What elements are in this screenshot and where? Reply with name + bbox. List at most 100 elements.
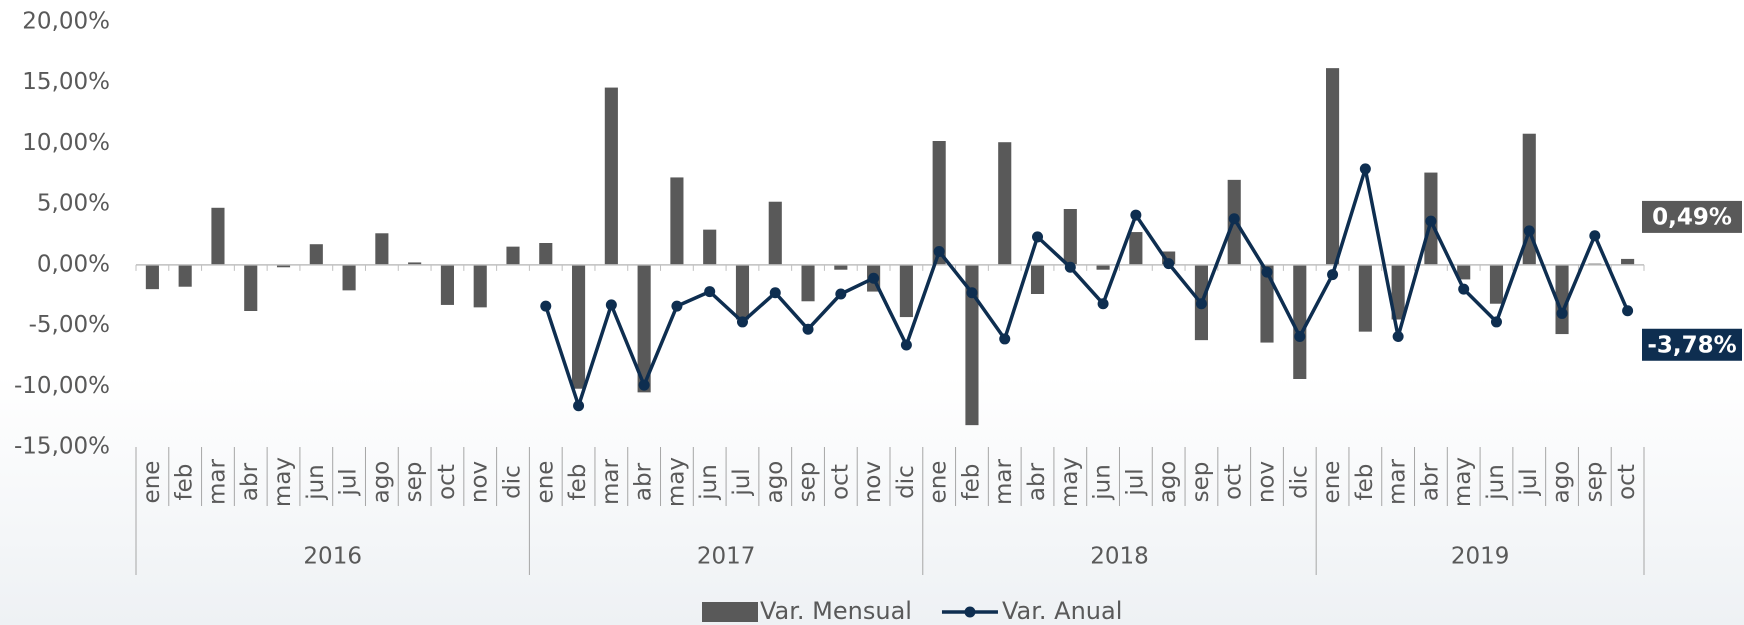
bar (604, 87, 618, 265)
line-point (638, 379, 650, 391)
x-tick-label: feb (958, 464, 984, 501)
x-tick-label: ago (1155, 461, 1181, 504)
x-tick-label: feb (172, 464, 198, 501)
x-tick-label: nov (860, 461, 886, 503)
x-tick-label: jul (1122, 468, 1148, 496)
line-point (868, 272, 880, 284)
bar (1457, 264, 1471, 280)
x-tick-label: feb (565, 464, 591, 501)
bar (211, 207, 225, 265)
value-label: 0,49% (1652, 204, 1732, 230)
x-tick-label: jun (696, 464, 722, 501)
group-label: 2018 (1090, 544, 1149, 570)
x-tick-label: oct (1221, 464, 1247, 500)
x-tick-label: sep (1581, 462, 1607, 503)
x-tick-label: jun (303, 464, 329, 501)
bar (932, 141, 946, 265)
x-tick-label: jun (1483, 464, 1509, 501)
x-tick-label: jul (1516, 468, 1542, 496)
x-tick-label: oct (1614, 464, 1640, 500)
bar (1489, 264, 1504, 304)
x-tick-label: jun (1090, 464, 1116, 501)
x-tick-label: ene (139, 461, 165, 504)
y-tick-label: -10,00% (14, 373, 110, 399)
value-label-box (1642, 328, 1742, 361)
y-tick-label: 10,00% (22, 130, 110, 156)
line-point (999, 333, 1011, 345)
legend-label: Var. Anual (1002, 597, 1122, 625)
bar (1063, 209, 1077, 265)
line-point (1359, 163, 1371, 175)
x-tick-label: abr (1417, 462, 1443, 501)
bar (1621, 258, 1635, 265)
bar (1129, 232, 1143, 265)
value-label: -3,78% (1647, 332, 1736, 358)
bar (1293, 264, 1307, 379)
line-point (736, 316, 748, 328)
x-tick-label: abr (631, 462, 657, 501)
bar (998, 142, 1012, 265)
bar (1391, 264, 1405, 320)
legend-swatch (702, 602, 758, 622)
x-tick-label: may (270, 457, 296, 507)
x-tick-label: ene (1319, 461, 1345, 504)
line-point (802, 323, 814, 335)
y-tick-label: 15,00% (22, 69, 110, 95)
line-point (1392, 331, 1404, 342)
y-tick-label: -5,00% (29, 312, 110, 338)
x-tick-label: mar (204, 458, 230, 504)
line-point (769, 287, 781, 299)
bar (408, 262, 422, 265)
line-point (1556, 307, 1568, 319)
bar (899, 264, 913, 318)
legend-label: Var. Mensual (760, 597, 912, 625)
x-tick-label: sep (795, 462, 821, 503)
bar (670, 177, 684, 265)
x-tick-label: may (663, 457, 689, 507)
bar (801, 264, 815, 302)
x-tick-label: mar (598, 458, 624, 504)
line-point (540, 300, 552, 312)
bar (244, 264, 258, 311)
y-tick-label: 5,00% (37, 191, 110, 217)
x-tick-label: abr (237, 462, 263, 501)
x-tick-label: dic (1286, 465, 1312, 499)
bar (178, 264, 192, 287)
group-label: 2019 (1451, 544, 1510, 570)
bar (375, 233, 389, 265)
bar (145, 264, 159, 290)
bar (1096, 264, 1110, 270)
bar (1260, 264, 1274, 343)
line-point (966, 287, 978, 299)
bar (539, 243, 553, 265)
line-point (1064, 261, 1076, 273)
y-tick-label: 0,00% (37, 251, 110, 277)
x-tick-label: feb (1352, 464, 1378, 501)
bar (1030, 264, 1045, 294)
bar (276, 264, 291, 268)
x-tick-label: dic (893, 465, 919, 499)
x-tick-label: jul (729, 468, 755, 496)
group-label: 2016 (303, 544, 362, 570)
x-tick-label: may (1057, 457, 1083, 507)
bar (309, 244, 323, 265)
x-tick-label: abr (1024, 462, 1050, 501)
legend-marker (964, 606, 976, 618)
x-tick-label: nov (1254, 461, 1280, 503)
line-point (704, 286, 716, 298)
bar (703, 229, 717, 265)
line-point (1425, 215, 1437, 227)
bar (834, 264, 848, 270)
line-point (1228, 213, 1240, 225)
line-point (900, 339, 912, 351)
line-point (1163, 258, 1175, 270)
x-tick-label: may (1450, 457, 1476, 507)
x-tick-label: sep (1188, 462, 1214, 503)
line-point (1261, 266, 1273, 278)
y-tick-label: -15,00% (14, 434, 110, 460)
x-tick-label: oct (434, 464, 460, 500)
line-point (1622, 305, 1634, 317)
bar (965, 264, 979, 426)
x-tick-label: jul (336, 468, 362, 496)
